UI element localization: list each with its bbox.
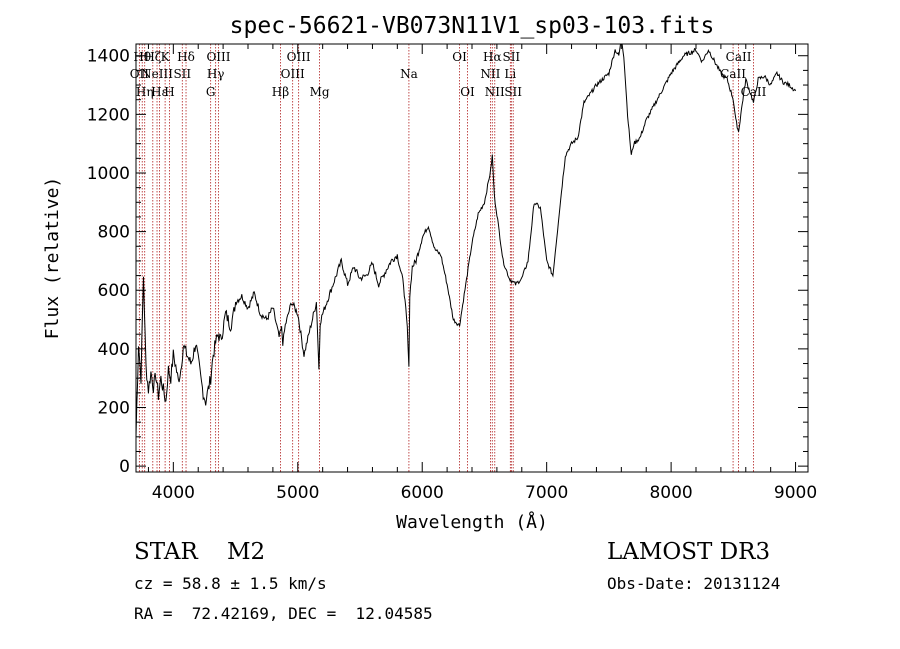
observation-date: Obs-Date: 20131124 <box>607 574 781 593</box>
y-tick-label: 1200 <box>87 105 130 125</box>
y-tick-label: 0 <box>119 457 130 477</box>
x-tick-label: 5000 <box>276 483 319 503</box>
spectral-line-label: Li <box>504 67 516 81</box>
redshift-cz: cz = 58.8 ± 1.5 km/s <box>134 574 327 593</box>
spectral-line-label: OIII <box>281 67 305 81</box>
spectral-line-label: SII <box>504 85 522 99</box>
spectral-line-label: Na <box>400 67 418 81</box>
spectral-line-label: Hζ <box>144 50 161 64</box>
spectral-line-label: Hβ <box>272 85 289 99</box>
spectral-line-label: Hγ <box>207 67 225 81</box>
spectral-line-label: G <box>206 85 216 99</box>
y-axis-label: Flux (relative) <box>42 177 63 340</box>
spectral-line-label: Mg <box>310 85 330 99</box>
plot-frame <box>135 43 809 473</box>
spectral-line-label: NeIII <box>141 67 173 81</box>
y-tick-label: 1000 <box>87 164 130 184</box>
spectral-line-label: OIII <box>206 50 230 64</box>
object-type: STAR M2 <box>134 539 266 565</box>
spectral-line-label: NII <box>480 67 500 81</box>
spectral-line-label: Hε <box>151 85 168 99</box>
y-tick-label: 200 <box>98 399 130 419</box>
spectral-line-label: OIII <box>287 50 311 64</box>
x-tick-label: 7000 <box>525 483 568 503</box>
spectral-line-label: CaII <box>741 85 767 99</box>
spectral-line-labels: OII Hθ Hη Hζ NeIII Hε K H SII Hδ G Hγ OIII Hβ OIII OIII… <box>130 50 767 99</box>
spectral-line-label: SII <box>502 50 520 64</box>
x-tick-label: 4000 <box>152 483 195 503</box>
x-tick-label: 9000 <box>774 483 817 503</box>
spectral-line-label: OI <box>460 85 475 99</box>
spectral-line-markers <box>138 44 754 472</box>
y-tick-label: 1400 <box>87 47 130 67</box>
axis-ticks: 4000 5000 6000 7000 8000 9000 0 200 400 600 800 100… <box>87 44 817 503</box>
spectral-line-label: NII <box>485 85 505 99</box>
survey-name: LAMOST DR3 <box>607 539 771 565</box>
chart-title: spec-56621-VB073N11V1_sp03-103.fits <box>230 13 715 39</box>
spectral-line-label: Hθ <box>133 50 151 64</box>
spectrum-line <box>135 43 797 437</box>
x-tick-label: 6000 <box>401 483 444 503</box>
spectral-line-label: OI <box>452 50 467 64</box>
spectral-line-label: Hα <box>483 50 502 64</box>
spectral-line-label: SII <box>173 67 191 81</box>
y-tick-label: 600 <box>98 281 130 301</box>
x-axis-label: Wavelength (Å) <box>396 511 548 533</box>
y-tick-label: 800 <box>98 223 130 243</box>
y-tick-label: 400 <box>98 340 130 360</box>
spectral-line-label: K <box>161 50 171 64</box>
spectral-line-label: CaII <box>726 50 752 64</box>
x-tick-label: 8000 <box>649 483 692 503</box>
spectral-line-label: Hδ <box>177 50 195 64</box>
coordinates: RA = 72.42169, DEC = 12.04585 <box>134 604 433 623</box>
spectral-line-label: Hη <box>136 85 154 99</box>
spectral-line-label: H <box>164 85 174 99</box>
spectral-line-label: OII <box>130 67 150 81</box>
